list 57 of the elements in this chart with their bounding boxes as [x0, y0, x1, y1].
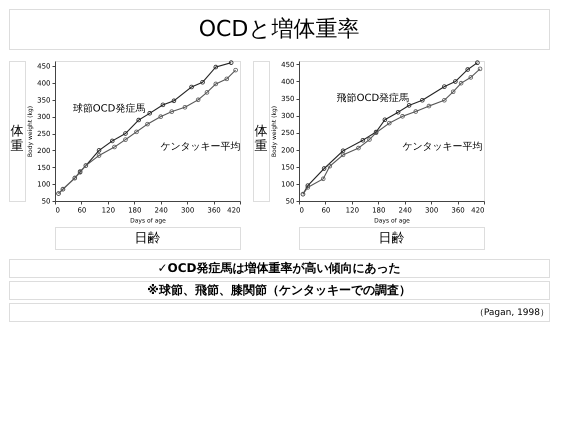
point	[196, 98, 200, 102]
point	[413, 109, 418, 114]
point	[468, 75, 474, 80]
text: ケンタッキー平均	[160, 140, 241, 153]
point	[442, 98, 447, 103]
point	[172, 98, 176, 104]
point	[136, 118, 141, 122]
text: ケンタッキー平均	[402, 140, 483, 152]
point	[400, 114, 405, 119]
point	[322, 166, 326, 171]
point	[214, 82, 218, 86]
point	[387, 120, 392, 126]
point	[328, 164, 332, 168]
point	[453, 79, 458, 84]
chart-title: OCDと増体重率	[198, 17, 360, 42]
point	[123, 131, 128, 136]
point	[147, 111, 152, 116]
point	[450, 89, 456, 94]
text: （Pagan, 1998）	[474, 308, 549, 318]
point	[224, 76, 230, 82]
point	[112, 144, 117, 150]
text: 体重	[254, 124, 268, 154]
point	[182, 104, 188, 110]
point	[158, 114, 163, 119]
point	[134, 130, 139, 134]
point	[189, 84, 194, 90]
point	[382, 117, 388, 122]
text: 体重	[10, 124, 24, 154]
point	[320, 176, 326, 182]
point	[420, 98, 425, 103]
point	[426, 104, 432, 108]
point	[214, 64, 218, 70]
point	[340, 152, 346, 158]
point	[145, 122, 150, 126]
text: ✓OCD発症馬は増体重率が高い傾向にあった	[157, 261, 401, 275]
series-label: 飛節OCD発症馬	[336, 92, 410, 104]
point	[96, 153, 102, 158]
point	[356, 146, 361, 150]
point	[110, 138, 115, 144]
point	[204, 90, 210, 95]
point	[442, 84, 447, 89]
point	[458, 80, 464, 86]
text: 日齢	[134, 231, 160, 246]
series-label: 球節OCD発症馬	[72, 102, 146, 114]
point	[360, 138, 366, 142]
point	[96, 148, 102, 153]
point	[396, 110, 400, 114]
text: ※球節、飛節、膝関節（ケンタッキーでの調査）	[147, 283, 411, 297]
point	[340, 148, 346, 154]
point	[406, 103, 412, 108]
point	[169, 109, 174, 114]
text: 日齢	[378, 231, 404, 246]
point	[160, 102, 166, 108]
point	[367, 137, 372, 142]
point	[465, 67, 470, 72]
point	[123, 137, 128, 142]
point	[200, 80, 205, 85]
